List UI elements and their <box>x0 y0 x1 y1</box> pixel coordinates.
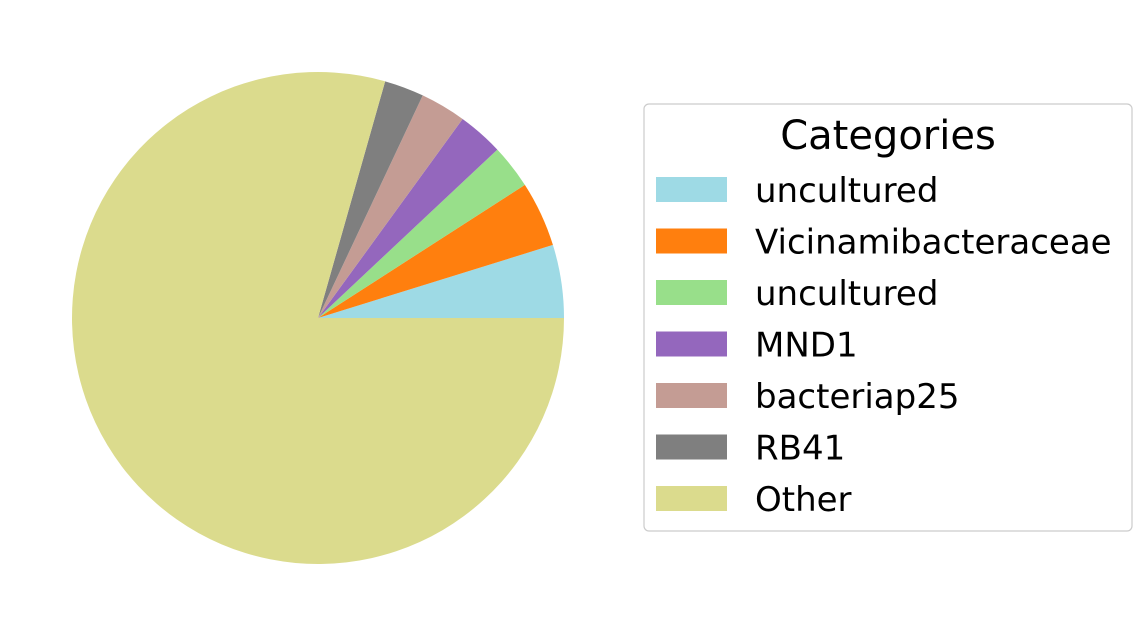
legend-swatch-3 <box>656 331 727 357</box>
pie-slices <box>71 72 564 564</box>
legend-swatch-6 <box>656 486 727 511</box>
legend-items: uncultured Vicinamibacteraceae uncultured M… <box>656 171 1112 520</box>
pie-slice-0 <box>318 244 564 318</box>
pie-slice-3 <box>318 118 498 319</box>
legend-swatch-5 <box>656 434 727 460</box>
legend-label-5: RB41 <box>755 429 845 469</box>
legend-frame <box>643 103 1133 532</box>
legend-label-1: Vicinamibacteraceae <box>755 223 1112 263</box>
legend-swatch-2 <box>656 280 727 305</box>
legend-label-2: uncultured <box>755 274 938 314</box>
pie-slice-1 <box>318 184 553 318</box>
legend-swatch-4 <box>656 383 727 408</box>
legend-label-4: bacteriap25 <box>755 377 959 417</box>
legend-label-6: Other <box>755 480 852 520</box>
legend: Categories uncultured Vicinamibacteraceae… <box>643 103 1133 532</box>
pie-slice-5 <box>318 81 423 319</box>
pie-slice-4 <box>318 95 463 319</box>
pie-slice-6 <box>71 72 564 564</box>
legend-swatch-1 <box>656 228 727 254</box>
legend-swatch-0 <box>656 177 727 202</box>
legend-label-3: MND1 <box>755 326 858 366</box>
legend-label-0: uncultured <box>755 171 938 211</box>
pie-slice-2 <box>318 149 525 318</box>
legend-title: Categories <box>780 113 996 159</box>
